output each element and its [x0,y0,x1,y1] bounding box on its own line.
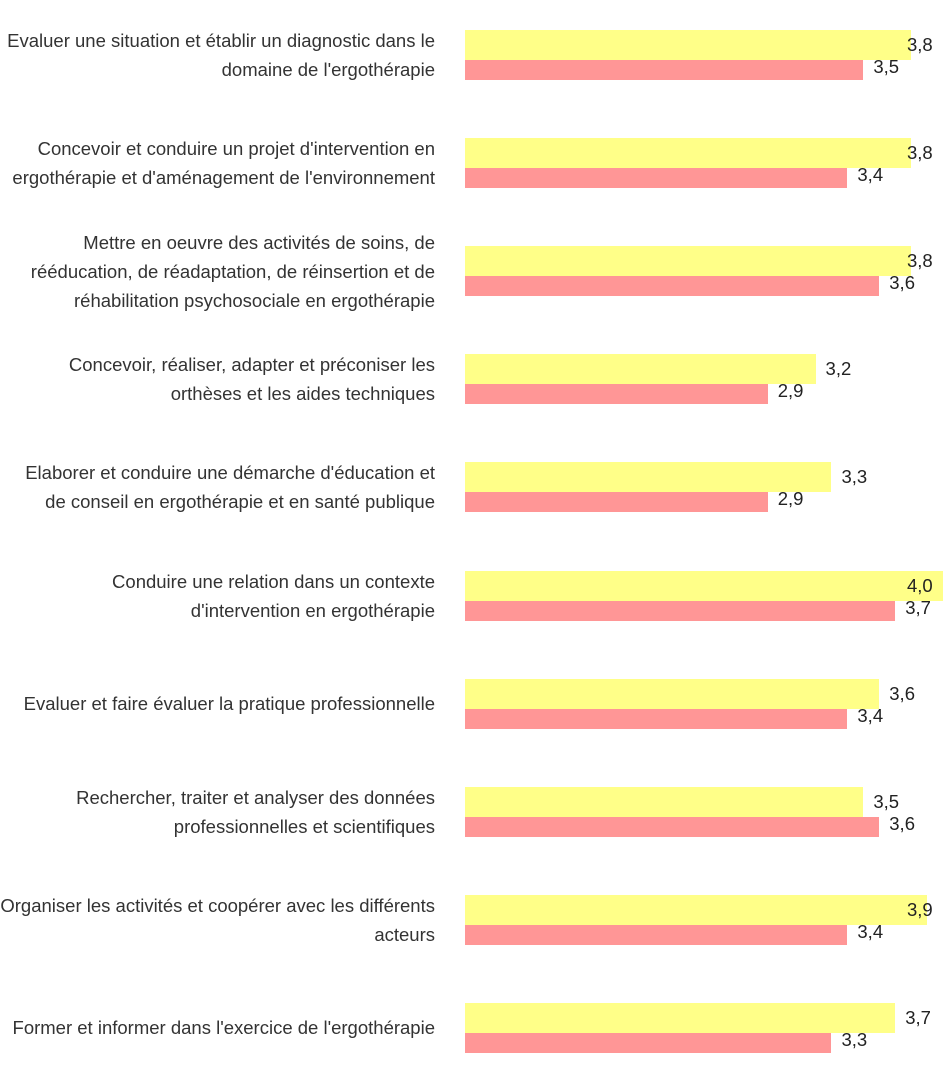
bar [465,786,864,817]
bar [465,708,848,729]
value-label: 4,0 [907,574,933,596]
bar [465,462,832,493]
bar [465,678,880,709]
category-label: Rechercher, traiter et analyser des donn… [0,757,435,867]
value-label: 3,8 [907,34,933,55]
value-label: 3,5 [873,56,900,77]
value-label: 3,2 [825,358,852,380]
category-label: Elaborer et conduire une démarche d'éduc… [0,432,435,542]
bar [465,276,880,297]
category-text: Organiser les activités et coopérer avec… [0,894,435,945]
bar [465,168,848,189]
category-text: Rechercher, traiter et analyser des donn… [76,786,435,837]
value-label: 3,3 [841,1028,868,1050]
bar [465,384,768,405]
bar [465,246,912,277]
bar [465,816,880,837]
bar [465,1002,896,1033]
bar [465,354,816,385]
category-label: Concevoir, réaliser, adapter et préconis… [0,324,435,434]
category-label: Conduire une relation dans un contexte d… [0,541,435,651]
value-label: 3,4 [857,920,884,942]
category-label: Organiser les activités et coopérer avec… [0,865,435,975]
category-text: Concevoir, réaliser, adapter et préconis… [68,354,435,405]
category-label: Former et informer dans l'exercice de l'… [0,973,435,1083]
bar [465,60,864,80]
value-label: 3,4 [857,704,884,726]
category-text: Conduire une relation dans un contexte d… [112,570,435,621]
category-text: Elaborer et conduire une démarche d'éduc… [25,462,435,513]
category-text: Concevoir et conduire un projet d'interv… [12,138,435,189]
value-label: 3,7 [905,1006,931,1028]
category-label: Mettre en oeuvre des activités de soins,… [0,216,435,326]
category-label: Evaluer une situation et établir un diag… [0,0,435,110]
bar [465,924,848,945]
value-label: 3,8 [907,142,933,164]
bar [465,1032,832,1053]
page: {"chart_data": {"type": "bar", "orientat… [0,0,943,1053]
value-label: 3,7 [905,596,931,618]
value-label: 3,5 [873,790,900,812]
bar [465,600,896,621]
value-label: 3,8 [907,250,933,272]
value-label: 3,3 [841,466,868,488]
value-label: 3,6 [889,272,915,294]
bar [465,138,912,169]
value-label: 3,6 [889,682,915,704]
category-text: Evaluer et faire évaluer la pratique pro… [23,693,435,715]
bar [465,492,768,513]
category-label: Evaluer et faire évaluer la pratique pro… [0,649,435,759]
category-label: Concevoir et conduire un projet d'interv… [0,108,435,218]
value-label: 3,6 [889,812,915,834]
category-text: Evaluer une situation et établir un diag… [7,30,435,80]
bar [465,894,928,925]
bar [465,570,943,601]
value-label: 3,4 [857,164,884,186]
value-label: 3,9 [907,898,933,920]
value-label: 2,9 [777,380,804,402]
bar [465,30,912,60]
category-text: Former et informer dans l'exercice de l'… [12,1017,435,1039]
category-text: Mettre en oeuvre des activités de soins,… [30,231,435,311]
value-label: 2,9 [777,488,804,510]
